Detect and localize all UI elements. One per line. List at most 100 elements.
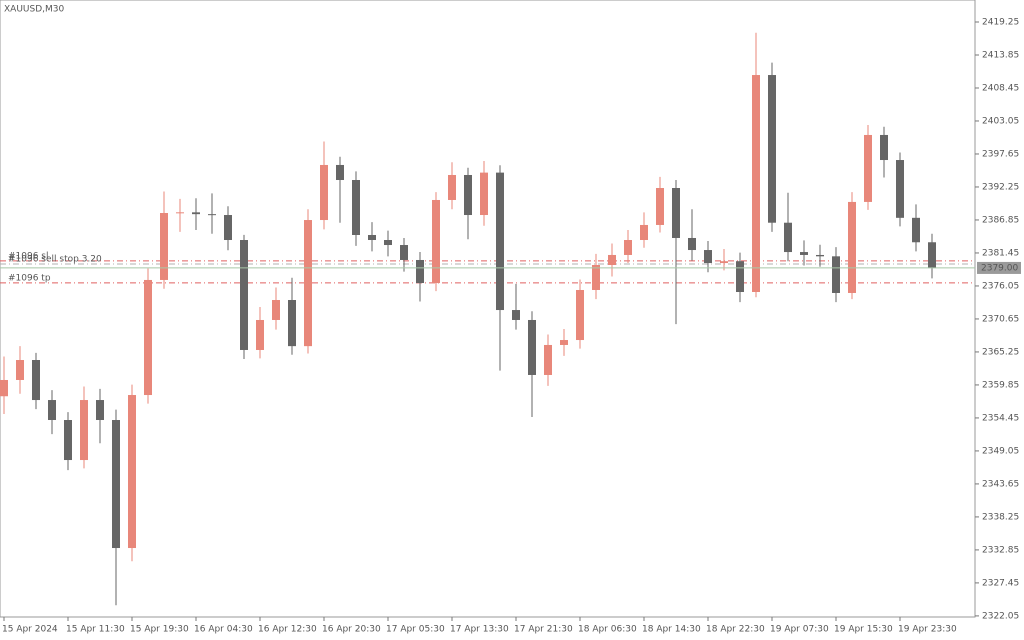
candle-body: [864, 134, 872, 202]
candle-body: [880, 134, 888, 161]
candle-body: [800, 252, 808, 255]
candle-body: [512, 310, 520, 320]
y-tick-label: 2386.85: [982, 215, 1019, 225]
x-tick-label: 18 Apr 14:30: [642, 625, 701, 635]
candle-body: [736, 261, 744, 293]
y-tick-label: 2397.65: [982, 149, 1019, 159]
order-level-label: #1096 sell stop 3.20: [8, 255, 102, 265]
y-tick-label: 2370.65: [982, 314, 1019, 324]
candle-body: [80, 400, 88, 461]
y-tick-label: 2376.05: [982, 281, 1019, 291]
x-tick-label: 19 Apr 07:30: [770, 625, 829, 635]
candle-body: [208, 214, 216, 216]
x-tick-label: 18 Apr 22:30: [706, 625, 765, 635]
candle-body: [624, 240, 632, 255]
candle-body: [768, 75, 776, 223]
candle-body: [928, 242, 936, 268]
x-tick-label: 15 Apr 2024: [2, 625, 58, 635]
candle-body: [48, 400, 56, 421]
candle-body: [336, 164, 344, 181]
candle-body: [912, 217, 920, 243]
candle-body: [640, 224, 648, 241]
y-tick-label: 2327.45: [982, 578, 1019, 588]
current-price-label: 2379.00: [981, 263, 1018, 273]
candle-body: [416, 259, 424, 284]
current-price-box: [977, 261, 1021, 274]
candle-body: [576, 289, 584, 341]
y-tick-label: 2343.65: [982, 479, 1019, 489]
candle-body: [752, 75, 760, 293]
candle-body: [160, 212, 168, 280]
y-tick-label: 2413.85: [982, 50, 1019, 60]
candle-body: [848, 201, 856, 293]
x-tick-label: 17 Apr 21:30: [514, 625, 573, 635]
y-tick-label: 2381.45: [982, 248, 1019, 258]
candle-body: [672, 188, 680, 238]
order-level-label: #1096 tp: [8, 273, 51, 283]
x-tick-label: 15 Apr 11:30: [66, 625, 125, 635]
candle-body: [112, 420, 120, 549]
x-tick-label: 18 Apr 06:30: [578, 625, 637, 635]
candle-body: [832, 256, 840, 293]
candle-body: [240, 240, 248, 350]
y-tick-label: 2349.05: [982, 446, 1019, 456]
candle-body: [272, 300, 280, 320]
candle-body: [464, 174, 472, 216]
candle-body: [32, 360, 40, 401]
candle-body: [816, 254, 824, 257]
candle-body: [784, 222, 792, 253]
candle-body: [144, 279, 152, 396]
candle-body: [448, 174, 456, 200]
candle-body: [176, 212, 184, 214]
candle-body: [320, 164, 328, 221]
candle-body: [352, 180, 360, 235]
plot-frame: [0, 0, 976, 618]
candle-body: [224, 215, 232, 241]
y-tick-label: 2322.05: [982, 611, 1019, 621]
y-tick-label: 2419.25: [982, 17, 1019, 27]
candle-body: [480, 172, 488, 216]
x-tick-label: 16 Apr 04:30: [194, 625, 253, 635]
x-tick-label: 16 Apr 12:30: [258, 625, 317, 635]
candle-body: [128, 395, 136, 549]
y-tick-label: 2359.85: [982, 380, 1019, 390]
candle-body: [192, 212, 200, 215]
candle-body: [256, 319, 264, 350]
candle-body: [896, 160, 904, 218]
chart-title: XAUUSD,M30: [4, 5, 64, 15]
x-tick-label: 19 Apr 23:30: [898, 625, 957, 635]
candle-body: [400, 245, 408, 260]
x-tick-label: 19 Apr 15:30: [834, 625, 893, 635]
y-tick-label: 2338.25: [982, 512, 1019, 522]
candle-body: [96, 400, 104, 421]
candle-body: [656, 188, 664, 225]
y-tick-label: 2403.05: [982, 116, 1019, 126]
x-tick-label: 17 Apr 05:30: [386, 625, 445, 635]
candle-body: [528, 319, 536, 375]
y-tick-label: 2332.85: [982, 545, 1019, 555]
y-tick-label: 2365.25: [982, 347, 1019, 357]
y-tick-label: 2354.45: [982, 413, 1019, 423]
candle-body: [432, 199, 440, 284]
candle-body: [704, 250, 712, 264]
candle-body: [496, 172, 504, 311]
candle-body: [304, 220, 312, 347]
y-tick-label: 2408.45: [982, 83, 1019, 93]
y-tick-label: 2392.25: [982, 182, 1019, 192]
x-tick-label: 16 Apr 20:30: [322, 625, 381, 635]
candle-body: [288, 300, 296, 347]
candle-body: [0, 379, 8, 397]
candle-body: [608, 254, 616, 265]
candle-body: [560, 340, 568, 345]
candle-body: [544, 344, 552, 375]
order-level-label: #1096 sl: [8, 251, 49, 261]
x-tick-label: 17 Apr 13:30: [450, 625, 509, 635]
candle-body: [64, 420, 72, 461]
candle-body: [16, 360, 24, 380]
candle-body: [592, 264, 600, 290]
candle-body: [384, 240, 392, 246]
candle-body: [720, 261, 728, 264]
candle-body: [368, 234, 376, 241]
x-tick-label: 15 Apr 19:30: [130, 625, 189, 635]
